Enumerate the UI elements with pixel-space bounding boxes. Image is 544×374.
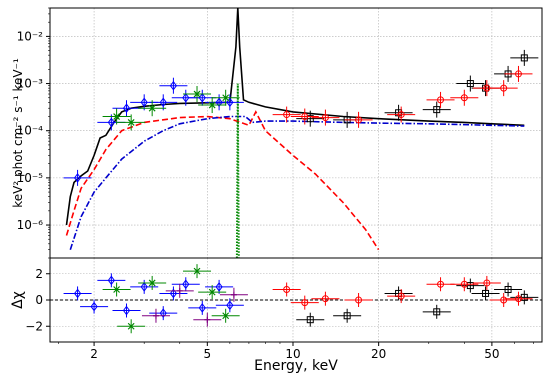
x-tick-label: 2 bbox=[90, 347, 98, 361]
residual-point bbox=[148, 279, 156, 287]
model-curve-dashed bbox=[65, 110, 380, 251]
spectrum-point bbox=[215, 97, 223, 108]
residual-point bbox=[169, 288, 178, 299]
spectrum-point bbox=[301, 113, 309, 121]
spectrum-point bbox=[520, 54, 528, 62]
x-ticks: 2 5 10 20 50 bbox=[58, 342, 534, 361]
residual-point bbox=[343, 312, 351, 320]
spectrum-point bbox=[460, 94, 468, 102]
spectrum-grid bbox=[50, 8, 542, 258]
spectrum-y-tick-label: 10⁻⁶ bbox=[17, 218, 44, 232]
spectrum-point bbox=[169, 80, 178, 91]
x-tick-label: 5 bbox=[204, 347, 212, 361]
spectrum-point bbox=[127, 118, 135, 126]
residual-point bbox=[198, 303, 206, 313]
residual-point bbox=[73, 288, 82, 299]
x-tick-label: 50 bbox=[484, 347, 499, 361]
residual-point bbox=[397, 292, 405, 300]
residual-point bbox=[283, 286, 291, 293]
residual-point bbox=[437, 280, 445, 288]
spectrum-point bbox=[193, 90, 201, 98]
spectrum-point bbox=[466, 80, 474, 88]
residual-point bbox=[301, 299, 309, 307]
spectrum-point bbox=[73, 173, 82, 183]
spectrum-point bbox=[208, 101, 216, 109]
residual-point bbox=[482, 289, 490, 297]
spectrum-point bbox=[226, 97, 234, 108]
residual-point bbox=[159, 308, 167, 318]
spectrum-point bbox=[355, 116, 363, 124]
residual-point bbox=[113, 286, 121, 293]
spectrum-y-tick-label: 10⁻³ bbox=[17, 77, 44, 91]
x-tick-label: 20 bbox=[371, 347, 386, 361]
spectrum-y-tick-label: 10⁻⁵ bbox=[17, 171, 44, 185]
residual-point bbox=[222, 312, 230, 320]
residual-point bbox=[176, 287, 183, 294]
spectrum-point bbox=[222, 94, 230, 102]
residual-data-points bbox=[63, 264, 539, 334]
spectrum-point bbox=[148, 104, 156, 112]
residual-point bbox=[208, 288, 216, 296]
model-curve-dotted bbox=[235, 83, 240, 258]
residual-point bbox=[483, 279, 491, 287]
spectrum-point bbox=[433, 106, 441, 114]
spectrum-point bbox=[437, 96, 445, 104]
residual-point bbox=[230, 291, 237, 298]
spectrum-point bbox=[283, 111, 291, 119]
spectrum-y-tick-label: 10⁻⁴ bbox=[17, 124, 44, 138]
spectrum-point bbox=[321, 114, 329, 122]
residual-point bbox=[182, 279, 190, 290]
spectrum-point bbox=[514, 70, 522, 78]
residual-y-ticks: −2 0 2 bbox=[25, 267, 50, 333]
residual-y-tick-label: 0 bbox=[35, 293, 43, 307]
residual-y-tick-label: −2 bbox=[25, 319, 43, 333]
spectrum-point bbox=[198, 92, 206, 103]
residual-point bbox=[321, 295, 329, 303]
spectrum-point bbox=[140, 97, 148, 108]
x-tick-label: 10 bbox=[285, 347, 300, 361]
spectrum-data-points bbox=[63, 49, 539, 186]
spectrum-model-curves bbox=[65, 8, 525, 258]
residual-grid bbox=[50, 258, 542, 342]
residual-point bbox=[433, 308, 441, 316]
spectrum-point bbox=[182, 92, 190, 103]
spectrum-point bbox=[113, 113, 121, 120]
residual-point bbox=[355, 296, 363, 304]
x-axis-label: Energy, keV bbox=[254, 358, 338, 374]
residual-point bbox=[306, 316, 314, 324]
residual-y-tick-label: 2 bbox=[35, 267, 43, 281]
spectrum-point bbox=[397, 111, 405, 119]
spectrum-point bbox=[159, 97, 167, 108]
residual-point bbox=[127, 322, 135, 330]
spectrum-y-tick-label: 10⁻² bbox=[17, 29, 44, 43]
residual-point bbox=[460, 280, 468, 288]
residual-point bbox=[193, 267, 201, 275]
residual-point bbox=[90, 301, 98, 312]
residual-point bbox=[514, 295, 522, 303]
residual-point bbox=[504, 286, 512, 293]
residual-point bbox=[204, 316, 211, 323]
model-curve-dashdot bbox=[69, 115, 525, 250]
spectrum-point bbox=[122, 103, 131, 114]
residual-point bbox=[152, 312, 159, 319]
residual-point bbox=[107, 275, 115, 286]
spectrum-point bbox=[107, 117, 115, 128]
residual-point bbox=[215, 282, 223, 292]
residual-point bbox=[500, 296, 508, 304]
residual-point bbox=[226, 300, 234, 311]
residual-y-axis-label: Δχ bbox=[10, 291, 26, 309]
spectrum-panel-frame bbox=[49, 7, 543, 259]
spectrum-y-ticks: 10⁻⁶ 10⁻⁵ 10⁻⁴ 10⁻³ 10⁻² bbox=[17, 7, 50, 259]
spectrum-point bbox=[500, 84, 508, 92]
residual-point bbox=[122, 305, 131, 316]
residual-point bbox=[140, 282, 148, 292]
spectrum-y-axis-label: keV² phot cm⁻² s⁻¹ keV⁻¹ bbox=[11, 58, 25, 208]
